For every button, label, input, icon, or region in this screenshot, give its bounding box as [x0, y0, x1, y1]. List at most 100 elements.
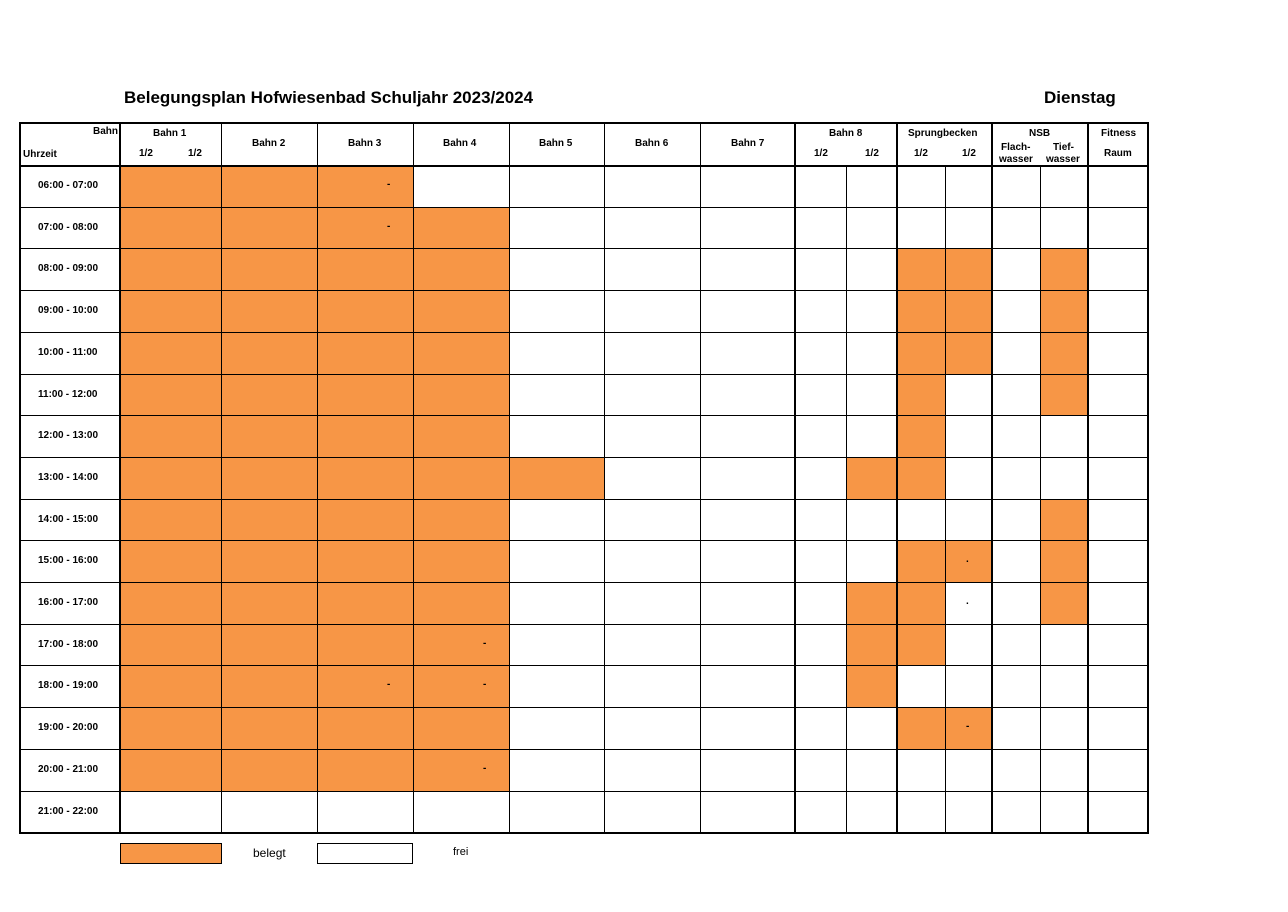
- occupied-fill: [120, 750, 221, 792]
- occupied-fill: [221, 333, 317, 375]
- cell-mark: .: [966, 596, 969, 607]
- time-label: 20:00 - 21:00: [38, 764, 99, 775]
- occupied-fill: [945, 249, 992, 291]
- time-label: 11:00 - 12:00: [38, 388, 98, 400]
- occupied-fill: [413, 458, 509, 500]
- row-divider: [20, 457, 1149, 458]
- time-label: 06:00 - 07:00: [38, 180, 99, 191]
- occupied-fill: [317, 416, 413, 458]
- header-bahn-2: Bahn 2: [252, 138, 286, 149]
- occupied-fill: [221, 291, 317, 333]
- occupied-fill: [897, 583, 945, 625]
- occupied-fill: [221, 249, 317, 291]
- row-divider: [20, 207, 1149, 208]
- occupied-fill: [413, 708, 509, 750]
- occupied-fill: [120, 583, 221, 625]
- occupied-fill: [221, 500, 317, 541]
- occupied-fill: [221, 375, 317, 416]
- occupied-fill: [413, 333, 509, 375]
- occupied-fill: [317, 291, 413, 333]
- header-flachwasser-1: Flach-: [1001, 142, 1031, 153]
- occupied-fill: [120, 249, 221, 291]
- occupied-fill: [413, 416, 509, 458]
- occupied-fill: [221, 750, 317, 792]
- column-divider: [1087, 122, 1089, 834]
- occupied-fill: [221, 458, 317, 500]
- occupied-fill: [221, 583, 317, 625]
- header-fitness-2: Raum: [1104, 148, 1132, 159]
- occupied-fill: [317, 708, 413, 750]
- row-divider: [20, 165, 1149, 167]
- header-nsb: NSB: [1029, 128, 1051, 139]
- time-label: 14:00 - 15:00: [38, 513, 99, 525]
- occupied-fill: [1040, 333, 1088, 375]
- table-top-border: [20, 122, 1149, 124]
- legend-free-swatch: [317, 843, 413, 864]
- header-bahn-4: Bahn 4: [443, 138, 477, 149]
- header-bahn-1: Bahn 1: [153, 128, 187, 139]
- column-divider: [413, 122, 414, 834]
- occupied-fill: [413, 666, 509, 708]
- time-label: 21:00 - 22:00: [38, 805, 99, 817]
- occupied-fill: [413, 375, 509, 416]
- cell-mark: .: [966, 554, 969, 565]
- occupied-fill: [945, 541, 992, 583]
- occupied-fill: [120, 416, 221, 458]
- header-fitness-1: Fitness: [1101, 128, 1137, 139]
- time-label: 15:00 - 16:00: [38, 555, 99, 566]
- time-label: 19:00 - 20:00: [38, 722, 99, 733]
- header-tiefwasser-2: wasser: [1046, 154, 1080, 165]
- bahn-corner-label: Bahn: [93, 126, 118, 137]
- occupied-fill: [1040, 291, 1088, 333]
- occupied-fill: [945, 291, 992, 333]
- occupied-fill: [897, 291, 945, 333]
- occupied-fill: [221, 625, 317, 666]
- occupied-fill: [897, 416, 945, 458]
- occupied-fill: [413, 291, 509, 333]
- cell-mark: -: [966, 721, 970, 732]
- header-bahn-6: Bahn 6: [635, 138, 669, 149]
- occupied-fill: [221, 541, 317, 583]
- row-divider: [20, 332, 1149, 333]
- occupied-fill: [317, 375, 413, 416]
- occupied-fill: [120, 333, 221, 375]
- occupied-fill: [897, 458, 945, 500]
- occupied-fill: [120, 625, 221, 666]
- occupied-fill: [846, 458, 897, 500]
- header-bahn-1-half-a: 1/2: [139, 148, 153, 159]
- occupied-fill: [897, 249, 945, 291]
- occupied-fill: [413, 541, 509, 583]
- column-divider: [509, 122, 510, 834]
- row-divider: [20, 665, 1149, 666]
- cell-mark: -: [387, 679, 391, 690]
- row-divider: [20, 832, 1149, 834]
- occupied-fill: [897, 541, 945, 583]
- header-sprungbecken: Sprungbecken: [908, 128, 978, 139]
- occupied-fill: [413, 208, 509, 249]
- legend-free-label: frei: [453, 846, 469, 858]
- header-sprung-half-a: 1/2: [914, 148, 928, 159]
- occupied-fill: [413, 750, 509, 792]
- occupied-fill: [120, 375, 221, 416]
- occupied-fill: [846, 625, 897, 666]
- header-flachwasser-2: wasser: [999, 154, 1033, 165]
- occupied-fill: [317, 625, 413, 666]
- occupied-fill: [317, 750, 413, 792]
- column-divider: [794, 122, 796, 834]
- occupied-fill: [509, 458, 604, 500]
- cell-mark: -: [483, 638, 487, 649]
- row-divider: [20, 582, 1149, 583]
- cell-mark: -: [387, 221, 391, 232]
- column-divider: [846, 166, 847, 834]
- occupied-fill: [413, 625, 509, 666]
- row-divider: [20, 374, 1149, 375]
- row-divider: [20, 791, 1149, 792]
- column-divider: [19, 122, 21, 834]
- column-divider: [221, 122, 222, 834]
- occupied-fill: [221, 708, 317, 750]
- header-bahn-8-half-b: 1/2: [865, 148, 879, 159]
- row-divider: [20, 499, 1149, 500]
- occupied-fill: [1040, 500, 1088, 541]
- cell-mark: -: [387, 179, 391, 190]
- header-bahn-3: Bahn 3: [348, 138, 382, 149]
